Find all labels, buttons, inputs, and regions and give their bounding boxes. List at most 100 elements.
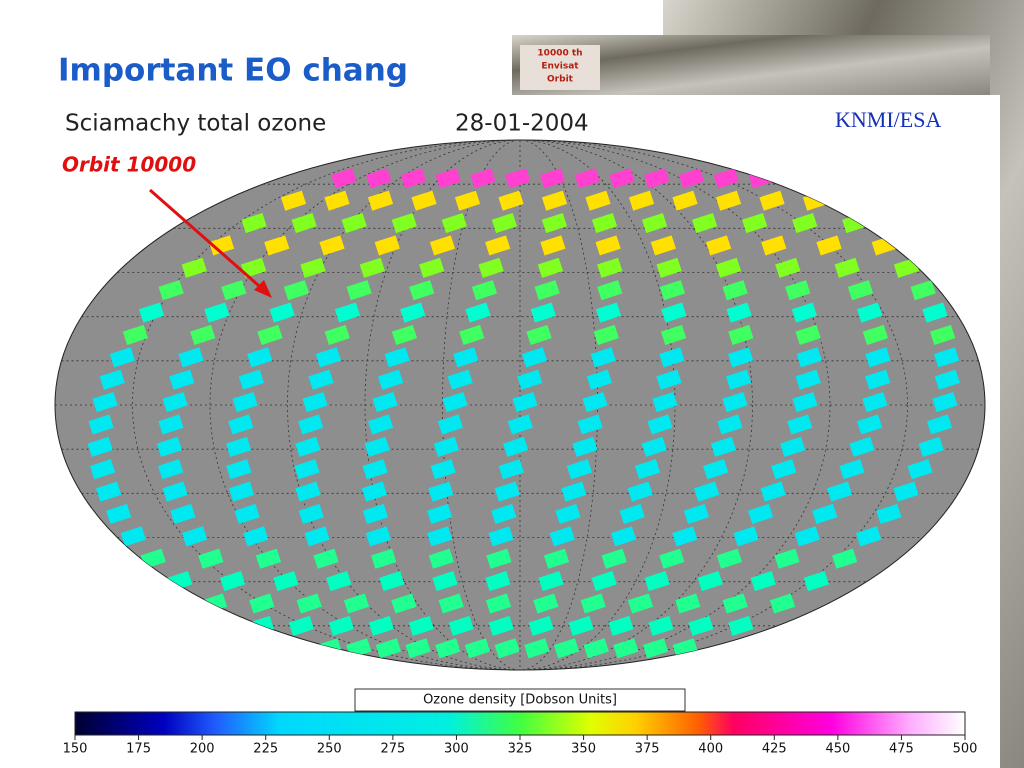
swath-pixel xyxy=(362,503,389,525)
swath-pixel xyxy=(247,347,273,368)
swath-pixel xyxy=(162,392,188,413)
swath-pixel xyxy=(726,302,752,323)
swath-pixel xyxy=(582,392,608,413)
swath-pixel xyxy=(705,235,732,256)
swath-pixel xyxy=(343,593,370,614)
colorbar-label: Ozone density [Dobson Units] xyxy=(423,693,617,708)
swath-pixel xyxy=(238,369,265,390)
swath-pixel xyxy=(441,212,467,234)
colorbar-tick-label: 200 xyxy=(190,742,215,757)
swath-pixel xyxy=(656,369,682,390)
swath-pixel xyxy=(379,571,405,592)
swath-pixel xyxy=(930,324,956,345)
swath-pixel xyxy=(918,436,944,457)
swath-pixel xyxy=(485,235,511,256)
swath-pixel xyxy=(498,190,524,211)
swath-pixel xyxy=(170,503,196,525)
swath-pixel xyxy=(628,190,655,211)
swath-pixel xyxy=(377,369,404,390)
stamp-text: Orbit xyxy=(547,75,574,85)
swath-pixel xyxy=(688,615,714,636)
swath-pixel xyxy=(785,280,811,301)
swath-pixel xyxy=(208,235,235,256)
swath-pixel xyxy=(491,503,517,525)
swath-pixel xyxy=(775,257,801,278)
swath-pixel xyxy=(934,347,960,368)
swath-pixel xyxy=(324,190,350,211)
swath-pixel xyxy=(553,638,580,659)
swath-pixel xyxy=(619,503,645,525)
swath-pixel xyxy=(448,615,474,636)
swath-pixel xyxy=(228,481,255,502)
swath-pixel xyxy=(759,190,785,211)
map-date: 28-01-2004 xyxy=(455,111,589,137)
swath-pixel xyxy=(862,324,888,345)
swath-pixel xyxy=(384,347,410,368)
swath-pixel xyxy=(727,347,754,368)
swath-pixel xyxy=(169,369,195,390)
swath-pixel xyxy=(158,414,184,435)
swath-pixel xyxy=(865,369,891,390)
colorbar-tick-label: 400 xyxy=(698,742,723,757)
swath-pixel xyxy=(491,212,517,234)
swath-pixel xyxy=(792,212,818,234)
colorbar-tick-label: 350 xyxy=(571,742,596,757)
swath-pixel xyxy=(308,369,334,390)
swath-pixel xyxy=(644,168,670,189)
swath-pixel xyxy=(539,168,566,189)
swath-pixel xyxy=(742,212,768,234)
swath-pixel xyxy=(374,235,400,256)
swath-pixel xyxy=(865,347,891,368)
colorbar-tick-label: 225 xyxy=(253,742,278,757)
swath-pixel xyxy=(541,190,568,211)
swath-pixel xyxy=(907,459,933,480)
swath-pixel xyxy=(226,459,252,480)
swath-pixel xyxy=(400,168,427,189)
swath-pixel xyxy=(368,615,394,636)
swath-pixel xyxy=(426,503,453,525)
swath-pixel xyxy=(447,369,473,390)
swath-pixel xyxy=(597,257,623,278)
swath-pixel xyxy=(733,526,759,547)
swath-pixel xyxy=(613,638,639,659)
swath-pixel xyxy=(832,548,858,569)
swath-pixel xyxy=(627,593,654,614)
swath-pixel xyxy=(601,548,627,569)
swath-pixel xyxy=(595,235,621,256)
swath-pixel xyxy=(334,302,361,323)
colorbar xyxy=(74,711,966,736)
swath-pixel xyxy=(659,280,686,301)
swath-pixel xyxy=(494,638,520,659)
swath-pixel xyxy=(453,347,479,368)
swath-pixel xyxy=(409,280,435,301)
swath-pixel xyxy=(109,347,135,368)
swath-pixel xyxy=(234,503,260,525)
swath-pixel xyxy=(435,168,461,189)
swath-pixel xyxy=(485,593,512,614)
colorbar-ticks: 150 175 200 225 250 275 300 325 350 375 400 425 450 4… xyxy=(63,735,977,757)
swath-pixel xyxy=(221,280,247,301)
colorbar-tick-label: 475 xyxy=(889,742,914,757)
swath-pixel xyxy=(593,324,619,345)
swath-pixel xyxy=(89,459,116,480)
swath-pixel xyxy=(774,548,800,569)
swath-pixel xyxy=(566,459,593,480)
swath-pixel xyxy=(367,414,394,435)
swath-pixel xyxy=(672,190,698,211)
swath-pixel xyxy=(442,392,468,413)
swath-pixel xyxy=(855,526,882,547)
swath-pixel xyxy=(795,324,821,345)
swath-pixel xyxy=(494,481,520,502)
swath-pixel xyxy=(926,414,953,435)
swath-pixel xyxy=(226,436,252,457)
swath-pixel xyxy=(934,369,960,390)
swath-pixel xyxy=(295,436,321,457)
swath-pixel xyxy=(419,257,445,278)
swath-pixel xyxy=(722,392,748,413)
swath-pixel xyxy=(359,257,385,278)
swath-pixel xyxy=(503,436,529,457)
swath-pixel xyxy=(87,436,113,457)
swath-pixel xyxy=(459,324,485,345)
swath-pixel xyxy=(362,459,388,480)
